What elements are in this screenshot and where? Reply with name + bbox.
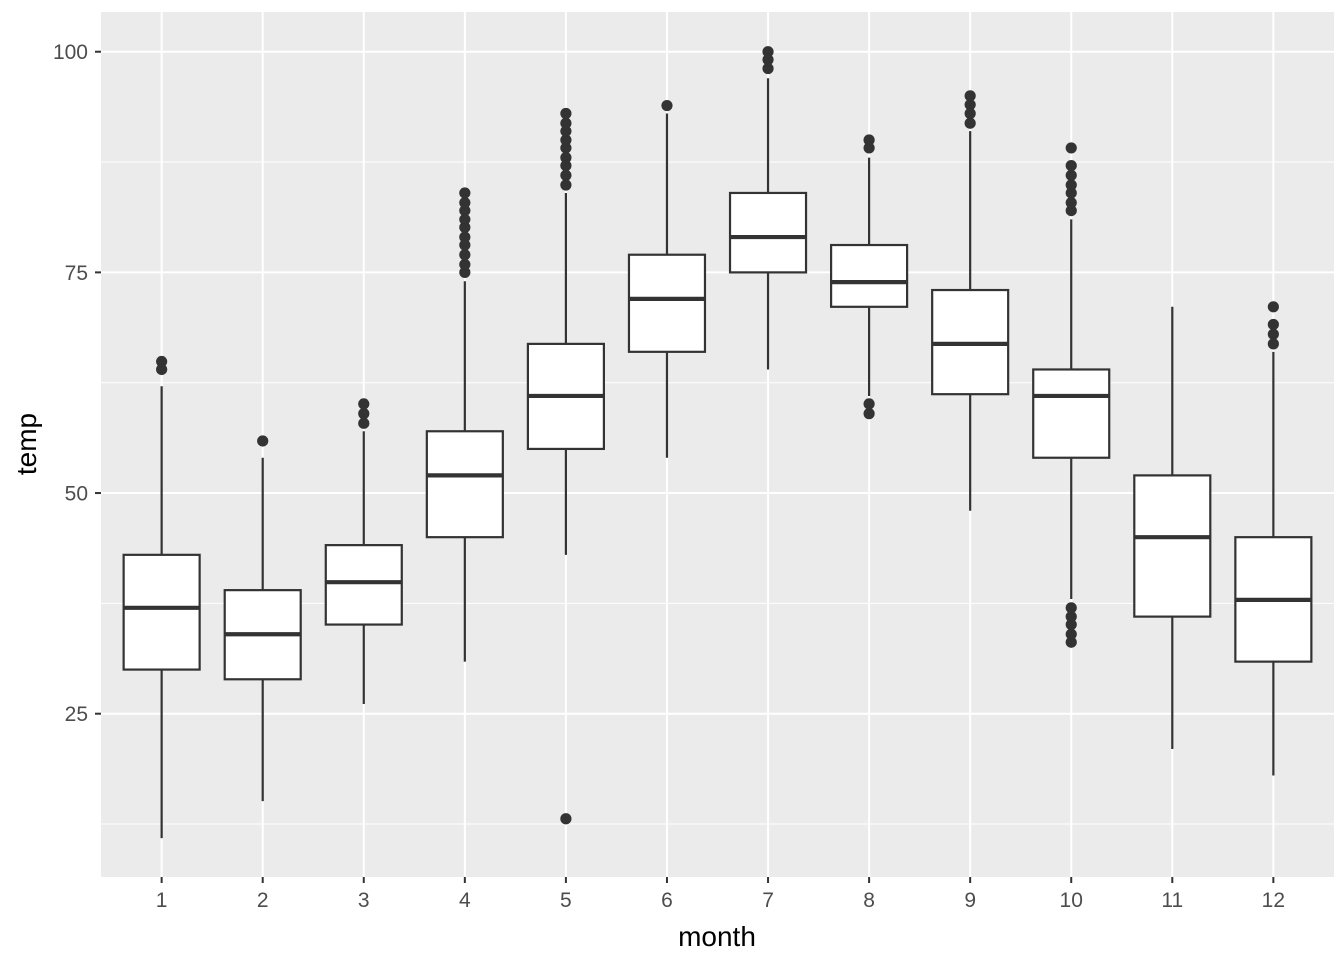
outlier-dot (1065, 618, 1077, 631)
y-tick-label: 100 (53, 41, 88, 64)
outlier-dot (560, 179, 572, 191)
outlier-dot (762, 54, 774, 66)
outlier-dot (964, 117, 976, 129)
x-tick-label: 6 (661, 889, 673, 912)
outlier-dot (1065, 611, 1077, 623)
y-axis-title: temp (11, 413, 42, 475)
outlier-dot (1065, 169, 1077, 181)
outlier-dot (1267, 328, 1279, 340)
outlier-dot (1065, 197, 1077, 209)
box-rect (122, 553, 201, 671)
x-tick-label: 9 (964, 889, 976, 912)
outlier-dot (1267, 318, 1279, 331)
outlier-dot (459, 231, 471, 243)
outlier-dot (459, 239, 471, 251)
y-tick-label: 75 (65, 262, 88, 285)
box-rect (728, 191, 808, 274)
x-tick-label: 1 (156, 889, 168, 912)
x-axis-title: month (678, 921, 756, 952)
box-rect (1133, 474, 1212, 618)
outlier-dot (1065, 204, 1077, 217)
outlier-dot (358, 408, 370, 420)
outlier-dot (1065, 179, 1077, 191)
x-tick-label: 8 (863, 889, 875, 912)
outlier-dot (762, 62, 774, 75)
outlier-dot (156, 355, 168, 368)
outlier-dot (560, 125, 572, 137)
outlier-dot (1267, 301, 1279, 313)
x-tick-label: 4 (459, 889, 471, 912)
outlier-dot (560, 142, 572, 154)
outlier-dot (1065, 159, 1077, 172)
outlier-dot (1065, 142, 1077, 154)
x-tick-label: 10 (1060, 889, 1083, 912)
outlier-dot (560, 107, 572, 120)
y-tick-label: 25 (65, 703, 88, 726)
outlier-dot (964, 90, 976, 102)
outlier-dot (1065, 602, 1077, 614)
x-tick-label: 11 (1161, 889, 1183, 912)
box-rect (1032, 368, 1111, 459)
outlier-dot (358, 398, 370, 410)
panel-background (101, 12, 1334, 877)
outlier-dot (863, 134, 875, 146)
outlier-dot (560, 152, 572, 164)
outlier-dot (156, 363, 168, 376)
outlier-dot (560, 169, 572, 181)
outlier-dot (1267, 338, 1279, 350)
x-tick-label: 5 (560, 889, 572, 912)
outlier-dot (459, 187, 471, 199)
box-rect (425, 430, 504, 539)
x-tick-label: 7 (762, 889, 774, 912)
box-rect (627, 253, 707, 353)
x-tick-label: 12 (1262, 889, 1285, 912)
outlier-dot (459, 266, 471, 278)
outlier-dot (1065, 628, 1077, 640)
outlier-dot (762, 46, 774, 58)
x-tick-label: 3 (358, 889, 370, 912)
outlier-dot (863, 142, 875, 154)
outlier-dot (964, 107, 976, 120)
outlier-dot (459, 197, 471, 209)
outlier-dot (560, 813, 572, 825)
outlier-dot (1065, 636, 1077, 648)
outlier-dot (459, 221, 471, 233)
outlier-dot (863, 408, 875, 420)
box-rect (829, 243, 909, 308)
y-tick-label: 50 (65, 483, 88, 506)
outlier-dot (358, 417, 370, 429)
outlier-dot (459, 249, 471, 261)
outlier-dot (459, 204, 471, 217)
outlier-dot (661, 99, 673, 112)
outlier-dot (459, 258, 471, 271)
outlier-dot (863, 398, 875, 410)
x-tick-label: 2 (257, 889, 269, 912)
outlier-dot (560, 159, 572, 172)
outlier-dot (1065, 187, 1077, 199)
outlier-dot (257, 435, 269, 447)
outlier-dot (560, 134, 572, 146)
box-rect (324, 544, 403, 626)
outlier-dot (964, 99, 976, 111)
outlier-dot (560, 117, 572, 129)
outlier-dot (459, 213, 471, 226)
